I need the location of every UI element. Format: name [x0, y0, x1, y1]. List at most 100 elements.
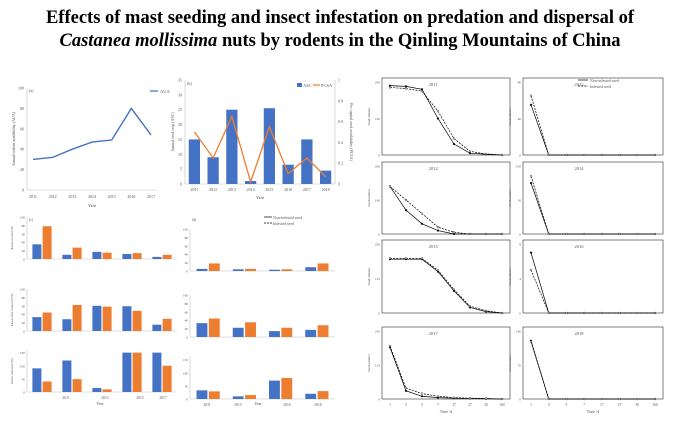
- panel-c-ytick: 60: [22, 304, 26, 308]
- panel-c-ytick: 40: [22, 313, 26, 317]
- panel-a-xlabel: Year: [88, 203, 97, 208]
- panel-a-ytick: 60: [20, 126, 24, 131]
- panel-e-xtick: 17: [600, 403, 604, 407]
- panel-b-xtick: 2011: [190, 187, 198, 192]
- panel-e-frame: [522, 326, 664, 400]
- panel-e-dashed-line: [530, 176, 655, 235]
- panel-e-xtick: 5: [566, 403, 568, 407]
- panel-b-y2tick: 0.4: [338, 140, 343, 145]
- panel-d-bar-infested: [281, 378, 293, 399]
- panel-c-ytick: 80: [22, 296, 26, 300]
- panel-c-bar-non-infested: [92, 388, 102, 392]
- panel-c-bar-infested: [72, 304, 82, 331]
- panel-e-frame: [522, 77, 664, 156]
- panel-e-frame: [522, 239, 664, 314]
- panel-d-xtick: 2013: [234, 403, 241, 407]
- panel-e-xtick: 27: [618, 403, 622, 407]
- panel-e-dashed-line: [530, 269, 655, 314]
- panel-e-point: [388, 86, 392, 89]
- panel-c-bar-non-infested: [92, 251, 102, 259]
- panel-a-xtick: 2014: [88, 194, 96, 199]
- panel-e-point: [420, 212, 424, 215]
- panel-e-point: [600, 232, 603, 236]
- panel-e-point: [420, 90, 424, 93]
- panel-c-ytick: 100: [20, 216, 25, 220]
- panel-e-point: [529, 268, 533, 271]
- panel-c-bar-non-infested: [32, 368, 42, 392]
- panel-d-bar-non-infested: [269, 331, 280, 337]
- panel-b-ytick: 10: [178, 152, 182, 157]
- panel-d-bar-non-infested: [196, 390, 208, 399]
- panel-e-ylabel: Seed number: [508, 267, 512, 286]
- panel-e-ylabel: Seed number: [367, 267, 371, 286]
- panel-d-bar-infested: [208, 391, 220, 399]
- panel-e-point: [500, 397, 504, 401]
- panel-e-point: [547, 153, 550, 157]
- panel-e-point: [565, 397, 568, 401]
- panel-d-bar-non-infested: [269, 380, 280, 399]
- panel-b-y2tick: 1: [338, 78, 340, 83]
- panel-e-point: [500, 311, 504, 315]
- panel-b-xtick: 2015: [265, 187, 273, 192]
- panel-d-ytick: 60: [185, 244, 189, 248]
- panel-e-point: [529, 94, 533, 97]
- panel-c-ytick: 0: [23, 330, 25, 334]
- panel-e-year-label: 2013: [575, 82, 585, 87]
- panel-e-point: [565, 153, 568, 157]
- panel-e-dashed-line: [389, 186, 502, 235]
- panel-d-bar-infested: [245, 395, 256, 399]
- panel-e-point: [529, 103, 533, 106]
- panel-c-xtick: 2013: [101, 396, 108, 400]
- panel-d-xtick: 2011: [203, 403, 210, 407]
- panel-d-bar-non-infested: [305, 393, 317, 399]
- panel-e-solid-line: [530, 104, 655, 156]
- panel-b-y2tick: 0.8: [338, 98, 343, 103]
- panel-d-bar-non-infested: [232, 396, 244, 399]
- panel-e-ytick: 100: [375, 199, 380, 203]
- panel-e-year-label: 2011: [429, 82, 438, 87]
- panel-b-ytick: 5: [180, 167, 182, 172]
- panel-e-ylabel: Seed number: [508, 353, 512, 372]
- panel-e-ytick: 0: [378, 154, 380, 158]
- panel-e-xtick: 7: [583, 403, 585, 407]
- panel-e-point: [404, 85, 408, 88]
- panel-c-bar-infested: [42, 226, 52, 259]
- panel-a-ytick: 80: [20, 106, 24, 111]
- panel-e-ytick: 0: [378, 312, 380, 316]
- panel-b-ytick: 20: [178, 122, 182, 127]
- panel-e-point: [583, 153, 586, 157]
- panel-e-point: [452, 396, 456, 399]
- panel-a-ytick: 40: [20, 147, 24, 152]
- panel-d-ytick: 100: [183, 228, 188, 232]
- panel-e-xtick: 3: [405, 403, 407, 407]
- panel-d-xtick: 2018: [314, 403, 321, 407]
- panel-d-bar-infested: [281, 269, 293, 271]
- panel-c-bar-infested: [72, 247, 82, 259]
- panel-b-legend-asc-swatch: [297, 83, 302, 87]
- panel-b-legend-asc: ASC: [303, 83, 312, 88]
- panel-e-point: [484, 309, 488, 312]
- panel-e-point: [420, 392, 424, 395]
- panel-d-bar-non-infested: [305, 329, 317, 337]
- panel-e-point: [500, 232, 504, 236]
- panel-e-point: [529, 251, 533, 254]
- panel-c-bar-infested: [162, 254, 172, 259]
- panel-d-ytick: 100: [183, 294, 188, 298]
- panel-d-ytick: 40: [185, 253, 189, 257]
- panel-e-point: [600, 311, 603, 315]
- panel-e-xlabel: Time /d: [587, 409, 599, 414]
- panel-e-point: [468, 232, 472, 236]
- panel-c-bar-non-infested: [62, 319, 72, 331]
- panel-c-bar-infested: [42, 381, 52, 392]
- panel-e-xtick: 160: [499, 403, 505, 407]
- panel-c-bar-infested: [132, 310, 142, 331]
- panel-c-xtick: 2011: [62, 396, 69, 400]
- panel-c-bar-infested: [132, 253, 142, 259]
- panel-d-bar-infested: [317, 263, 329, 271]
- panel-e-ytick: 0: [378, 398, 380, 402]
- panel-c-bar-infested: [102, 306, 112, 331]
- panel-c-bar-non-infested: [32, 317, 42, 331]
- panel-c-ytick: 50: [22, 377, 26, 381]
- panel-e-point: [583, 232, 586, 236]
